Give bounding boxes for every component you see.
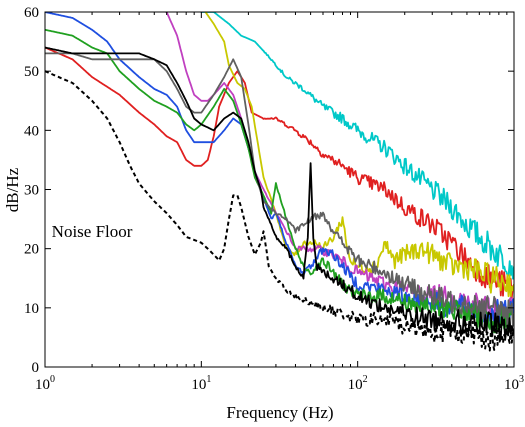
x-axis-label: Frequency (Hz) <box>226 403 333 422</box>
series-line-5 <box>45 12 514 328</box>
x-tick-label: 103 <box>504 374 524 393</box>
y-tick-label: 50 <box>24 64 39 80</box>
series-line-2 <box>45 46 514 299</box>
ticks-layer <box>44 11 515 368</box>
series-line-1 <box>198 12 514 280</box>
y-tick-labels: 0 10 20 30 40 50 60 <box>24 5 39 376</box>
x-tick-label: 100 <box>35 374 55 393</box>
y-tick-label: 30 <box>24 183 39 199</box>
x-tick-label: 102 <box>348 374 368 393</box>
series-layer <box>45 12 514 352</box>
y-axis-label: dB/Hz <box>3 167 22 212</box>
series-line-9-noise-floor <box>45 70 514 352</box>
x-tick-label: 101 <box>191 374 211 393</box>
x-tick-labels: 100 101 102 103 <box>35 374 524 393</box>
y-tick-label: 10 <box>24 301 39 317</box>
series-line-6 <box>45 28 514 334</box>
y-tick-label: 20 <box>24 242 39 258</box>
annotation-noise-floor: Noise Floor <box>52 222 133 241</box>
series-line-8 <box>45 46 514 343</box>
series-line-3 <box>204 12 514 298</box>
y-tick-label: 40 <box>24 123 39 139</box>
y-tick-label: 60 <box>24 5 39 21</box>
annotations: Noise Floor <box>52 222 133 241</box>
series-line-7 <box>45 52 514 328</box>
y-tick-label: 0 <box>32 360 40 376</box>
